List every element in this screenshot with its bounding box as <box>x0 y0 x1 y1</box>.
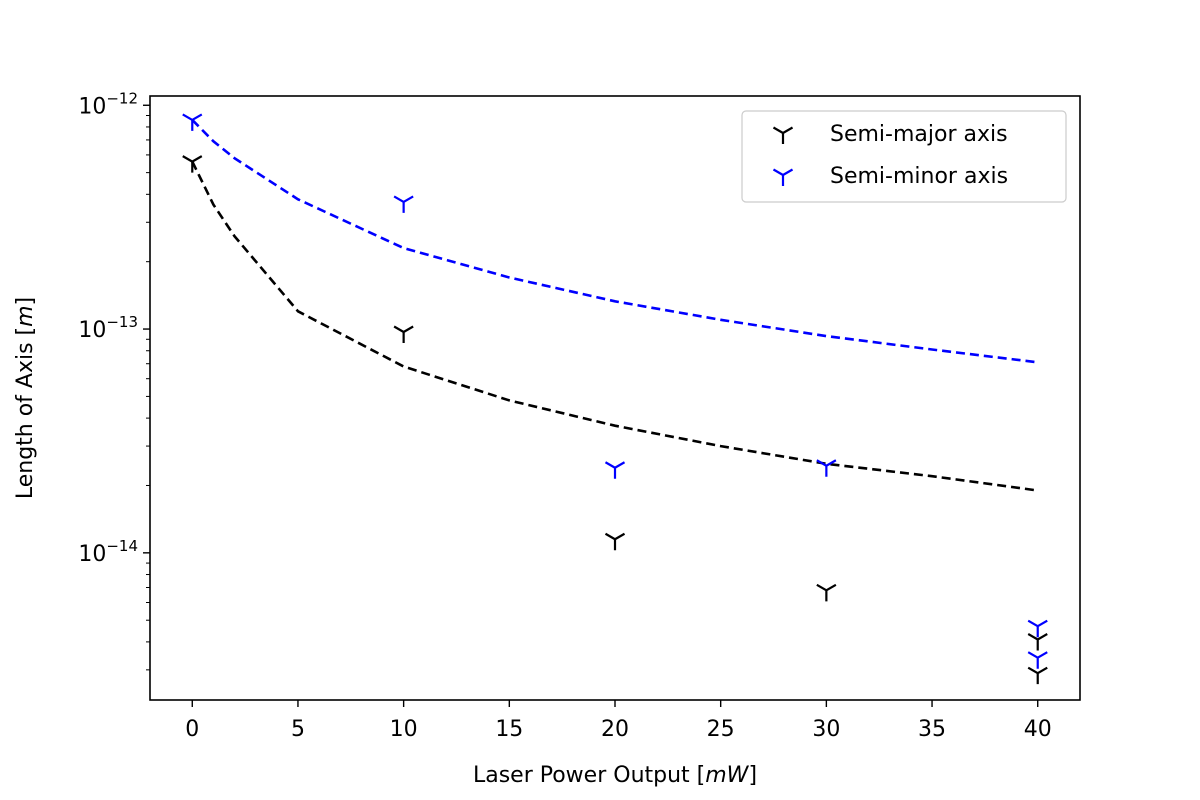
x-tick-label: 40 <box>1024 717 1052 742</box>
legend-label-semi-major: Semi-major axis <box>830 122 1008 147</box>
legend-box <box>741 110 1067 203</box>
x-tick-label: 10 <box>390 717 418 742</box>
x-tick-label: 35 <box>918 717 946 742</box>
x-axis: 0 5 10 15 20 25 30 35 40 <box>185 700 1052 742</box>
x-tick-label: 20 <box>601 717 629 742</box>
legend: Semi-major axis Semi-minor axis <box>741 110 1067 203</box>
x-tick-label: 15 <box>495 717 523 742</box>
data-point-semi-major-axis <box>1027 633 1048 651</box>
x-tick-label: 25 <box>707 717 735 742</box>
fit-line-semi-minor-axis <box>191 118 1038 364</box>
x-tick-label: 30 <box>812 717 840 742</box>
data-point-semi-major-axis <box>1027 666 1048 685</box>
data-point-semi-major-axis <box>604 532 626 551</box>
fit-line-semi-major-axis <box>191 161 1038 492</box>
legend-marker-icon <box>772 126 794 144</box>
data-point-semi-major-axis <box>816 583 837 602</box>
data-point-semi-minor-axis <box>393 195 414 213</box>
y-tick-label: 10−12 <box>78 89 138 119</box>
y-axis-label: Length of Axis [m] <box>13 297 38 499</box>
data-point-semi-minor-axis <box>604 461 626 479</box>
data-point-semi-minor-axis <box>182 113 203 131</box>
y-axis: 10−12 10−13 10−14 <box>78 89 150 671</box>
data-point-semi-minor-axis <box>1027 619 1048 638</box>
legend-marker-semi-minor <box>772 168 794 186</box>
legend-marker-semi-major <box>772 126 794 144</box>
x-axis-label: Laser Power Output [mW] <box>473 763 757 788</box>
y-tick-label: 10−13 <box>78 313 138 343</box>
y-tick-label: 10−14 <box>78 537 138 567</box>
legend-marker-icon <box>772 168 794 186</box>
data-point-semi-minor-axis <box>816 459 837 477</box>
data-point-semi-minor-axis <box>1027 651 1048 669</box>
data-point-semi-major-axis <box>393 325 414 344</box>
x-tick-label: 0 <box>185 717 199 742</box>
x-tick-label: 5 <box>291 717 305 742</box>
legend-label-semi-minor: Semi-minor axis <box>830 164 1008 189</box>
data-point-semi-major-axis <box>182 155 203 173</box>
plot-area <box>182 113 1048 685</box>
